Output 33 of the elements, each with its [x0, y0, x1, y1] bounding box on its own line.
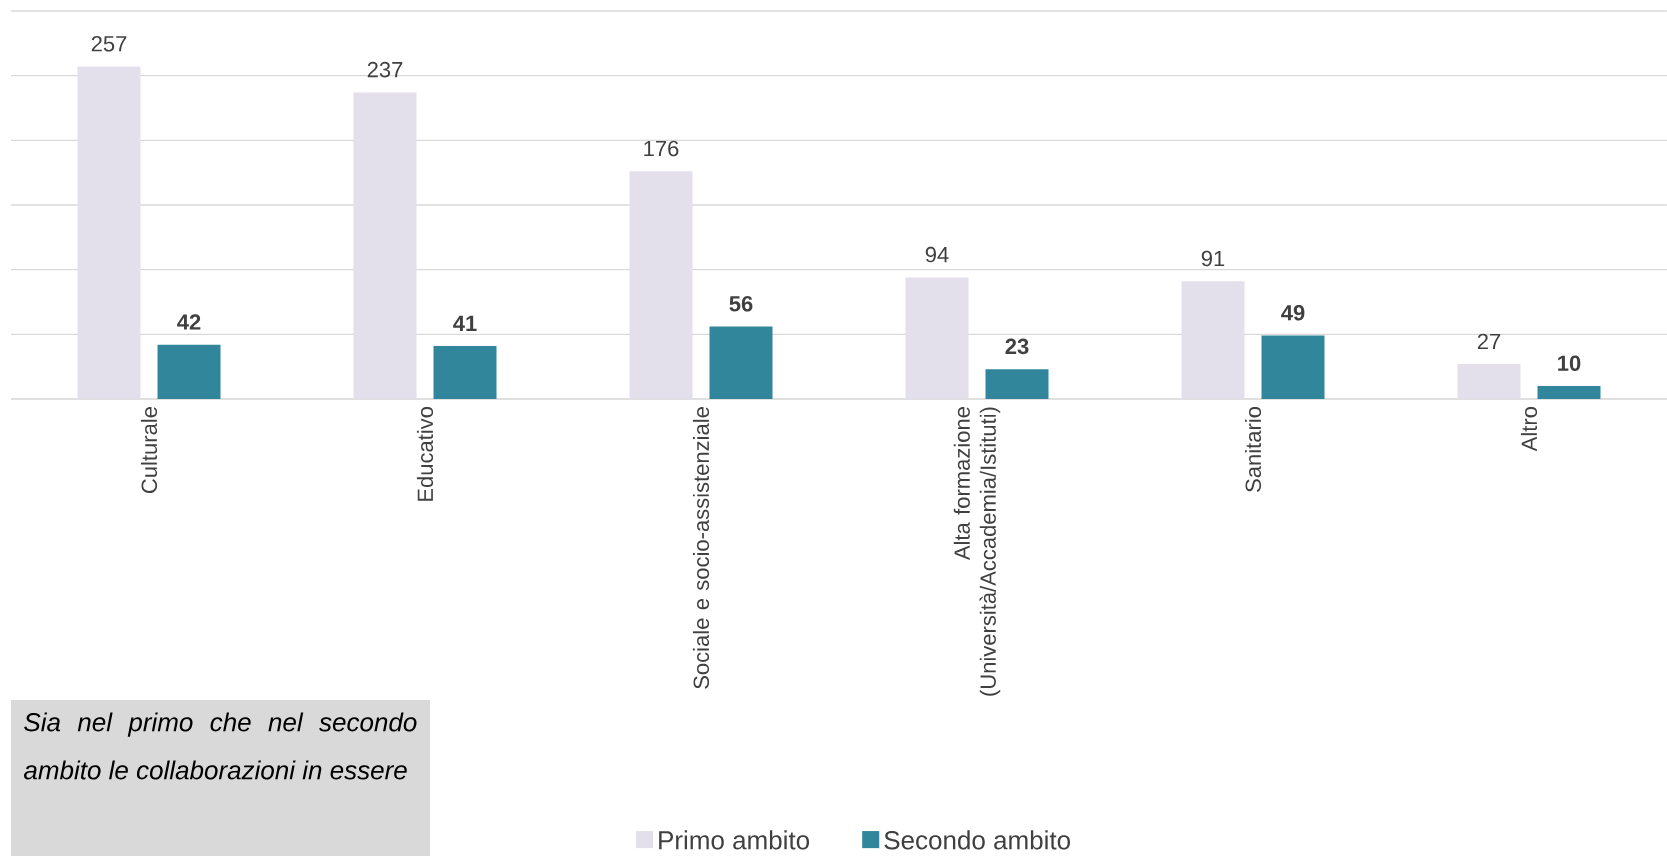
bar: [905, 277, 969, 399]
bar: [433, 345, 497, 399]
bar: [629, 171, 693, 399]
data-label: 56: [729, 295, 753, 312]
bar: [77, 66, 141, 399]
data-label: 176: [644, 140, 679, 157]
bar: [157, 344, 221, 399]
data-label: 10: [1558, 355, 1581, 371]
x-tick-label: Culturale: [140, 407, 158, 493]
x-tick-label: Sociale e socio-assistenziale: [692, 407, 710, 689]
text: Sia nel primo che nel secondo ambito le collaborazioni in essere: [24, 712, 417, 780]
x-tick-label: Educativo: [416, 407, 434, 501]
x-tick-label: Altro: [1520, 407, 1538, 452]
data-label: 42: [177, 314, 201, 330]
bar: [709, 326, 773, 399]
data-label: 41: [453, 315, 477, 331]
data-label: 23: [1005, 338, 1029, 355]
bar: [1261, 335, 1325, 399]
bar: [1457, 364, 1521, 399]
data-label: 94: [925, 246, 949, 263]
data-label: 49: [1281, 305, 1305, 321]
bar: [1537, 386, 1601, 399]
data-label: 237: [367, 61, 403, 78]
data-label: 91: [1201, 250, 1225, 267]
bar: [1181, 281, 1245, 399]
data-label: 27: [1477, 333, 1501, 350]
legend-label: Primo ambito: [659, 830, 810, 850]
bar: [985, 369, 1049, 399]
x-tick-label: Alta formazione (Università/Accademia/Istituti): [953, 407, 1001, 696]
x-tick-label: Sanitario: [1244, 407, 1262, 492]
data-label: 257: [91, 36, 127, 52]
legend-label: Secondo ambito: [884, 830, 1070, 850]
bar: [353, 92, 417, 399]
